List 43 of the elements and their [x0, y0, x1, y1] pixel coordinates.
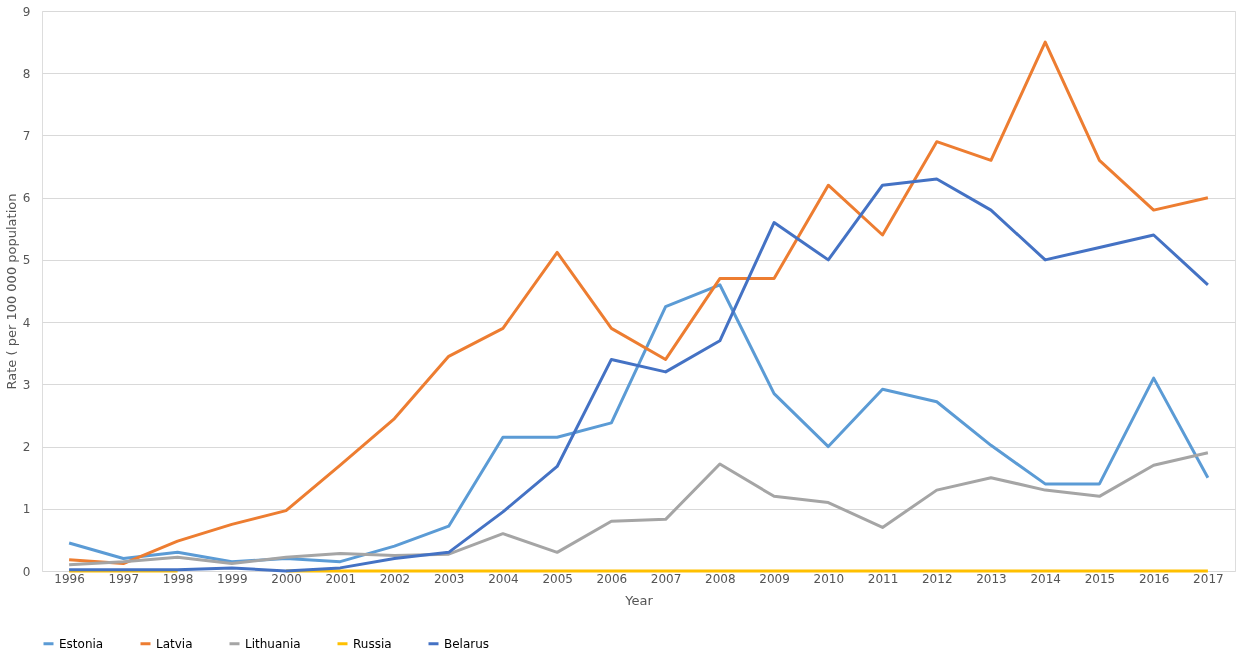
x-tick-label: 2009 [759, 571, 790, 586]
y-axis-title: Rate ( per 100 000 population [3, 193, 19, 390]
y-tick-label: 7 [22, 128, 31, 143]
y-tick-label: 6 [22, 191, 31, 206]
legend-label: Lithuania [245, 636, 301, 651]
x-tick-label: 2015 [1084, 571, 1116, 586]
legend-label: Russia [353, 636, 392, 651]
y-tick-label: 5 [22, 253, 31, 268]
y-tick-label: 3 [22, 377, 31, 392]
x-tick-label: 2012 [921, 571, 953, 586]
x-tick-label: 1997 [108, 571, 140, 586]
y-tick-label: 2 [22, 440, 31, 455]
x-tick-label: 2013 [976, 571, 1007, 586]
y-tick-label: 8 [22, 66, 31, 81]
x-axis-title: Year [624, 592, 654, 608]
x-tick-label: 2006 [596, 571, 628, 586]
x-tick-label: 2001 [325, 571, 357, 586]
x-tick-label: 2007 [650, 571, 682, 586]
x-tick-label: 1998 [162, 571, 194, 586]
y-tick-label: 1 [22, 502, 31, 517]
x-tick-label: 2008 [705, 571, 736, 586]
legend-label: Estonia [59, 636, 104, 651]
x-tick-label: 2016 [1138, 571, 1170, 586]
legend-label: Latvia [156, 636, 193, 651]
x-tick-label: 2017 [1193, 571, 1224, 586]
x-tick-label: 2004 [488, 571, 519, 586]
y-tick-label: 9 [22, 4, 31, 19]
x-tick-label: 2000 [271, 571, 302, 586]
x-tick-label: 2011 [867, 571, 899, 586]
line-series [67, 177, 1210, 573]
x-tick-label: 2002 [379, 571, 411, 586]
y-tick-label: 4 [22, 315, 31, 330]
x-tick-label: 2010 [813, 571, 845, 586]
x-tick-label: 1999 [217, 571, 248, 586]
legend-label: Belarus [444, 636, 490, 651]
y-tick-label: 0 [22, 564, 31, 579]
x-tick-label: 2014 [1030, 571, 1061, 586]
x-tick-label: 1996 [54, 571, 85, 586]
x-tick-label: 2005 [542, 571, 573, 586]
line-series [67, 283, 1210, 564]
x-tick-label: 2003 [433, 571, 465, 586]
line-series [67, 40, 1210, 566]
line-series [67, 451, 1210, 567]
